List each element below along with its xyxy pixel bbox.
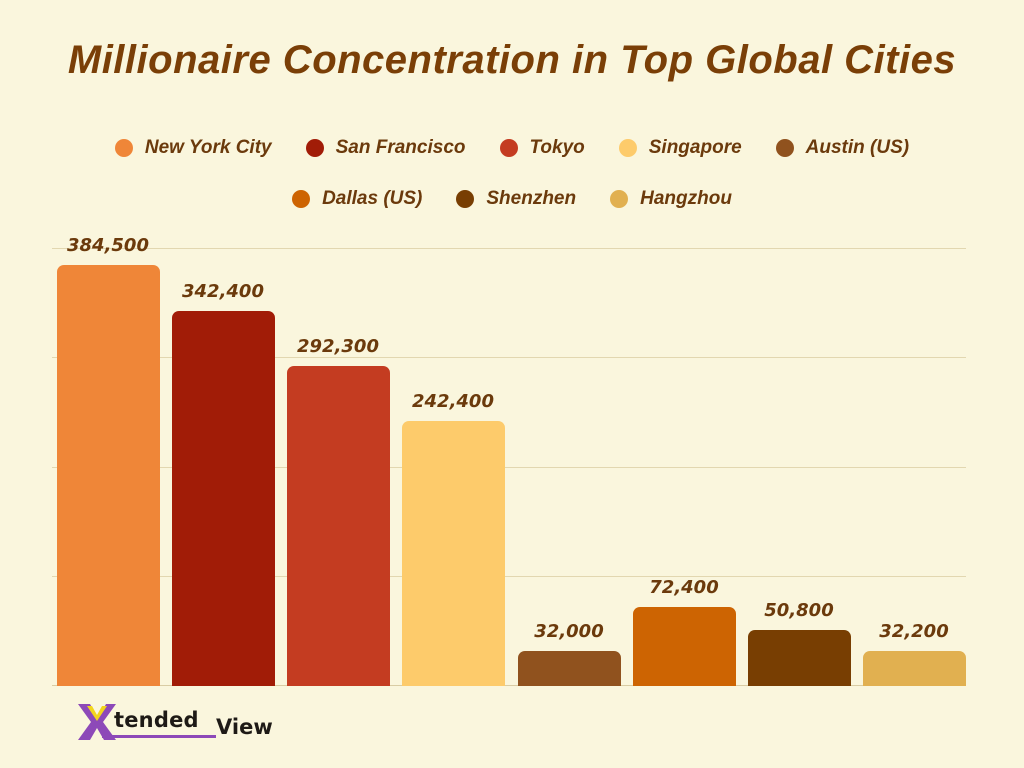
legend-row-1: New York City San Francisco Tokyo Singap… (0, 137, 1024, 159)
legend-label: Dallas (US) (322, 188, 423, 209)
bar-singapore[interactable] (402, 421, 505, 686)
legend-dot-icon (305, 139, 324, 157)
legend-item-singapore: Singapore (618, 137, 742, 159)
plot-area: 384,500 342,400 292,300 242,400 32,000 7… (52, 235, 966, 686)
legend-dot-icon (618, 139, 637, 157)
bar-shenzhen[interactable] (748, 630, 851, 686)
legend-label: Austin (US) (805, 137, 910, 158)
legend-dot-icon (456, 190, 475, 208)
bar-hangzhou[interactable] (863, 651, 966, 686)
bar-value-label: 32,000 (534, 621, 604, 642)
bar-value-label: 32,200 (879, 621, 949, 642)
bar-san-francisco[interactable] (172, 311, 275, 686)
bar-value-label: 342,400 (182, 281, 264, 302)
gridline-300000 (52, 357, 966, 358)
chart-title: Millionaire Concentration in Top Global … (67, 38, 957, 82)
legend-row-2: Dallas (US) Shenzhen Hangzhou (0, 188, 1024, 210)
logo-text-tended: tended (114, 708, 199, 732)
legend-label: Singapore (648, 137, 742, 158)
x-axis-baseline (52, 685, 966, 686)
legend-dot-icon (114, 139, 133, 157)
bar-value-label: 72,400 (649, 577, 719, 598)
legend-dot-icon (775, 139, 794, 157)
bar-dallas[interactable] (633, 607, 736, 686)
legend-item-san-francisco: San Francisco (305, 137, 466, 159)
gridline-100000 (52, 576, 966, 577)
x-logo-icon (78, 704, 116, 740)
gridline-200000 (52, 467, 966, 468)
gridline-400000 (52, 248, 966, 249)
legend-label: Hangzhou (640, 188, 732, 209)
bar-austin[interactable] (518, 651, 621, 686)
legend-dot-icon (610, 190, 629, 208)
legend-label: Tokyo (529, 137, 585, 158)
bar-value-label: 292,300 (297, 336, 379, 357)
legend-item-new-york-city: New York City (114, 137, 272, 159)
legend-label: San Francisco (335, 137, 466, 158)
bar-value-label: 50,800 (764, 600, 834, 621)
bar-tokyo[interactable] (287, 366, 390, 686)
legend-dot-icon (499, 139, 518, 157)
legend-label: New York City (144, 137, 272, 158)
bar-value-label: 242,400 (412, 391, 494, 412)
legend-item-austin: Austin (US) (775, 137, 910, 159)
legend-item-shenzhen: Shenzhen (456, 188, 576, 210)
brand-logo: tended View (78, 704, 278, 744)
bar-new-york-city[interactable] (57, 265, 160, 686)
legend-item-tokyo: Tokyo (499, 137, 585, 159)
legend-item-hangzhou: Hangzhou (610, 188, 732, 210)
bar-value-label: 384,500 (67, 235, 149, 256)
legend-item-dallas: Dallas (US) (292, 188, 422, 210)
legend-label: Shenzhen (486, 188, 577, 209)
legend-dot-icon (292, 190, 311, 208)
logo-underline (102, 735, 216, 738)
logo-text-view: View (216, 715, 273, 739)
